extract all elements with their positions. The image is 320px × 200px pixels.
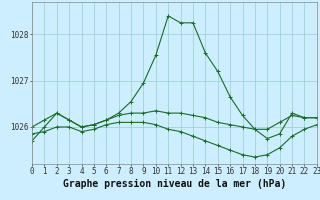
X-axis label: Graphe pression niveau de la mer (hPa): Graphe pression niveau de la mer (hPa) xyxy=(63,179,286,189)
